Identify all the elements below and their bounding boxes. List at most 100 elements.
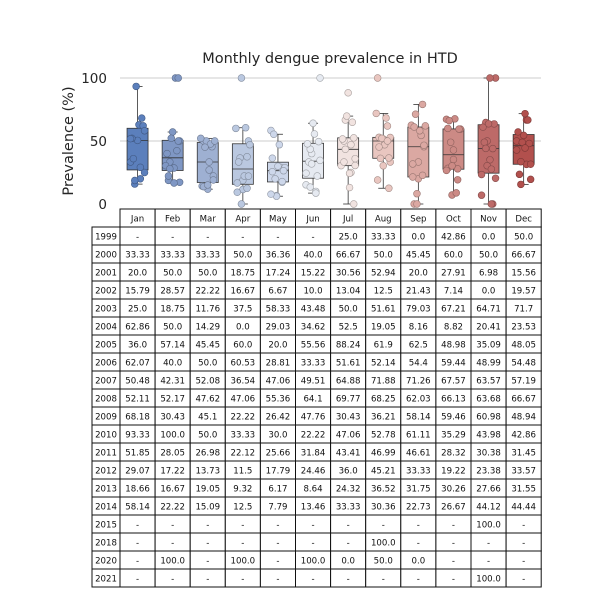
cell-value-2011-nov: 30.38 [476, 449, 501, 459]
cell-value-2004-sep: 8.16 [409, 323, 428, 333]
point-sep-9 [421, 122, 430, 130]
cell-value-2011-mar: 26.98 [195, 449, 220, 459]
cell-value-1999-jan: - [136, 233, 139, 243]
point-dec-13 [517, 158, 525, 166]
cell-value-2009-dec: 48.94 [511, 413, 536, 423]
cell-value-2021-aug: - [382, 575, 385, 585]
cell-value-2014-mar: 15.09 [195, 503, 220, 513]
cell-value-2002-jun: 10.0 [303, 287, 322, 297]
cell-value-2006-sep: 54.4 [409, 359, 428, 369]
cell-value-2020-oct: - [452, 557, 455, 567]
cell-value-2002-feb: 28.57 [160, 287, 185, 297]
point-sep-15 [418, 171, 427, 180]
point-sep-16 [413, 200, 421, 208]
header-label-jun: Jun [305, 215, 319, 225]
cell-value-2002-dec: 19.57 [511, 287, 536, 297]
cell-value-2005-sep: 62.5 [409, 341, 428, 351]
point-sep-12 [420, 141, 428, 149]
cell-value-2005-oct: 48.98 [441, 341, 466, 351]
cell-value-2006-feb: 40.0 [163, 359, 182, 369]
cell-value-2003-feb: 18.75 [160, 305, 185, 315]
point-may-0 [268, 154, 277, 162]
point-mar-0 [205, 158, 213, 166]
cell-value-2021-may: - [276, 575, 279, 585]
cell-value-2015-jan: - [136, 521, 139, 531]
point-jan-3 [140, 168, 149, 177]
point-aug-9 [382, 114, 390, 122]
point-dec-4 [521, 109, 529, 118]
point-oct-9 [445, 116, 453, 125]
point-feb-7 [173, 146, 181, 155]
cell-value-1999-aug: 33.33 [371, 233, 396, 243]
cell-value-2006-dec: 54.48 [511, 359, 536, 369]
cell-value-2007-jan: 50.48 [125, 377, 150, 387]
cell-value-2018-oct: - [452, 539, 455, 549]
cell-value-2007-apr: 36.54 [231, 377, 256, 387]
cell-value-2010-mar: 50.0 [198, 431, 217, 441]
point-feb-15 [174, 74, 182, 82]
point-aug-10 [376, 154, 385, 163]
cell-value-2021-jul: - [347, 575, 350, 585]
point-feb-8 [167, 134, 175, 142]
cell-value-2018-jan: - [136, 539, 139, 549]
cell-value-2003-jun: 43.48 [301, 305, 326, 315]
cell-value-2009-sep: 58.14 [406, 413, 431, 423]
cell-value-2002-jan: 15.79 [125, 287, 150, 297]
point-nov-7 [480, 138, 489, 146]
cell-value-2015-dec: - [522, 521, 525, 531]
cell-value-2000-jul: 66.67 [336, 251, 361, 261]
year-label-2010: 2010 [95, 431, 117, 441]
point-jan-5 [129, 154, 138, 163]
cell-value-2007-feb: 42.31 [160, 377, 185, 387]
cell-value-2004-jan: 62.86 [125, 323, 150, 333]
cell-value-2008-oct: 66.13 [441, 395, 466, 405]
point-apr-10 [234, 158, 243, 166]
grid-lines [120, 77, 541, 142]
cell-value-2004-jul: 52.5 [339, 323, 358, 333]
cell-value-2009-jun: 47.76 [301, 413, 326, 423]
point-apr-15 [237, 74, 246, 82]
cell-value-2011-jul: 43.41 [336, 449, 361, 459]
cell-value-2018-sep: - [417, 539, 420, 549]
point-apr-6 [241, 124, 250, 132]
cell-value-2007-jul: 64.88 [336, 377, 361, 387]
cell-value-2020-dec: - [522, 557, 525, 567]
cell-value-2000-mar: 33.33 [195, 251, 220, 261]
cell-value-2010-aug: 52.78 [371, 431, 396, 441]
box-sep [407, 104, 430, 205]
point-jul-6 [344, 89, 352, 97]
cell-value-2015-mar: - [206, 521, 209, 531]
cell-value-2000-sep: 45.45 [406, 251, 431, 261]
cell-value-2012-nov: 23.38 [476, 467, 501, 477]
year-label-2002: 2002 [95, 287, 117, 297]
cell-value-2015-jun: - [311, 521, 314, 531]
cell-value-2009-feb: 30.43 [160, 413, 185, 423]
point-apr-11 [244, 172, 253, 180]
cell-value-2013-aug: 36.52 [371, 485, 396, 495]
point-mar-10 [211, 137, 219, 145]
point-oct-14 [448, 162, 456, 170]
cell-value-2011-oct: 28.32 [441, 449, 466, 459]
cell-value-2011-jun: 31.84 [301, 449, 326, 459]
cell-value-2014-apr: 12.5 [233, 503, 252, 513]
cell-value-2012-apr: 11.5 [233, 467, 252, 477]
point-may-14 [267, 190, 275, 198]
cell-value-2008-aug: 68.25 [371, 395, 396, 405]
header-label-may: May [269, 215, 287, 225]
point-may-7 [275, 141, 284, 149]
cell-value-2007-jun: 49.51 [301, 377, 326, 387]
point-nov-5 [491, 174, 500, 182]
point-jan-14 [140, 127, 149, 135]
cell-value-2014-jun: 13.46 [301, 503, 326, 513]
cell-value-2003-nov: 64.71 [476, 305, 501, 315]
point-nov-6 [486, 156, 494, 164]
strip-points [126, 74, 535, 208]
cell-value-2018-may: - [276, 539, 279, 549]
cell-value-2002-may: 6.67 [268, 287, 287, 297]
point-jul-7 [338, 135, 347, 143]
cell-value-2006-nov: 48.99 [476, 359, 501, 369]
point-jan-13 [131, 176, 139, 185]
year-label-2009: 2009 [95, 413, 117, 423]
cell-value-2001-jun: 15.22 [301, 269, 326, 279]
point-feb-13 [170, 179, 178, 187]
